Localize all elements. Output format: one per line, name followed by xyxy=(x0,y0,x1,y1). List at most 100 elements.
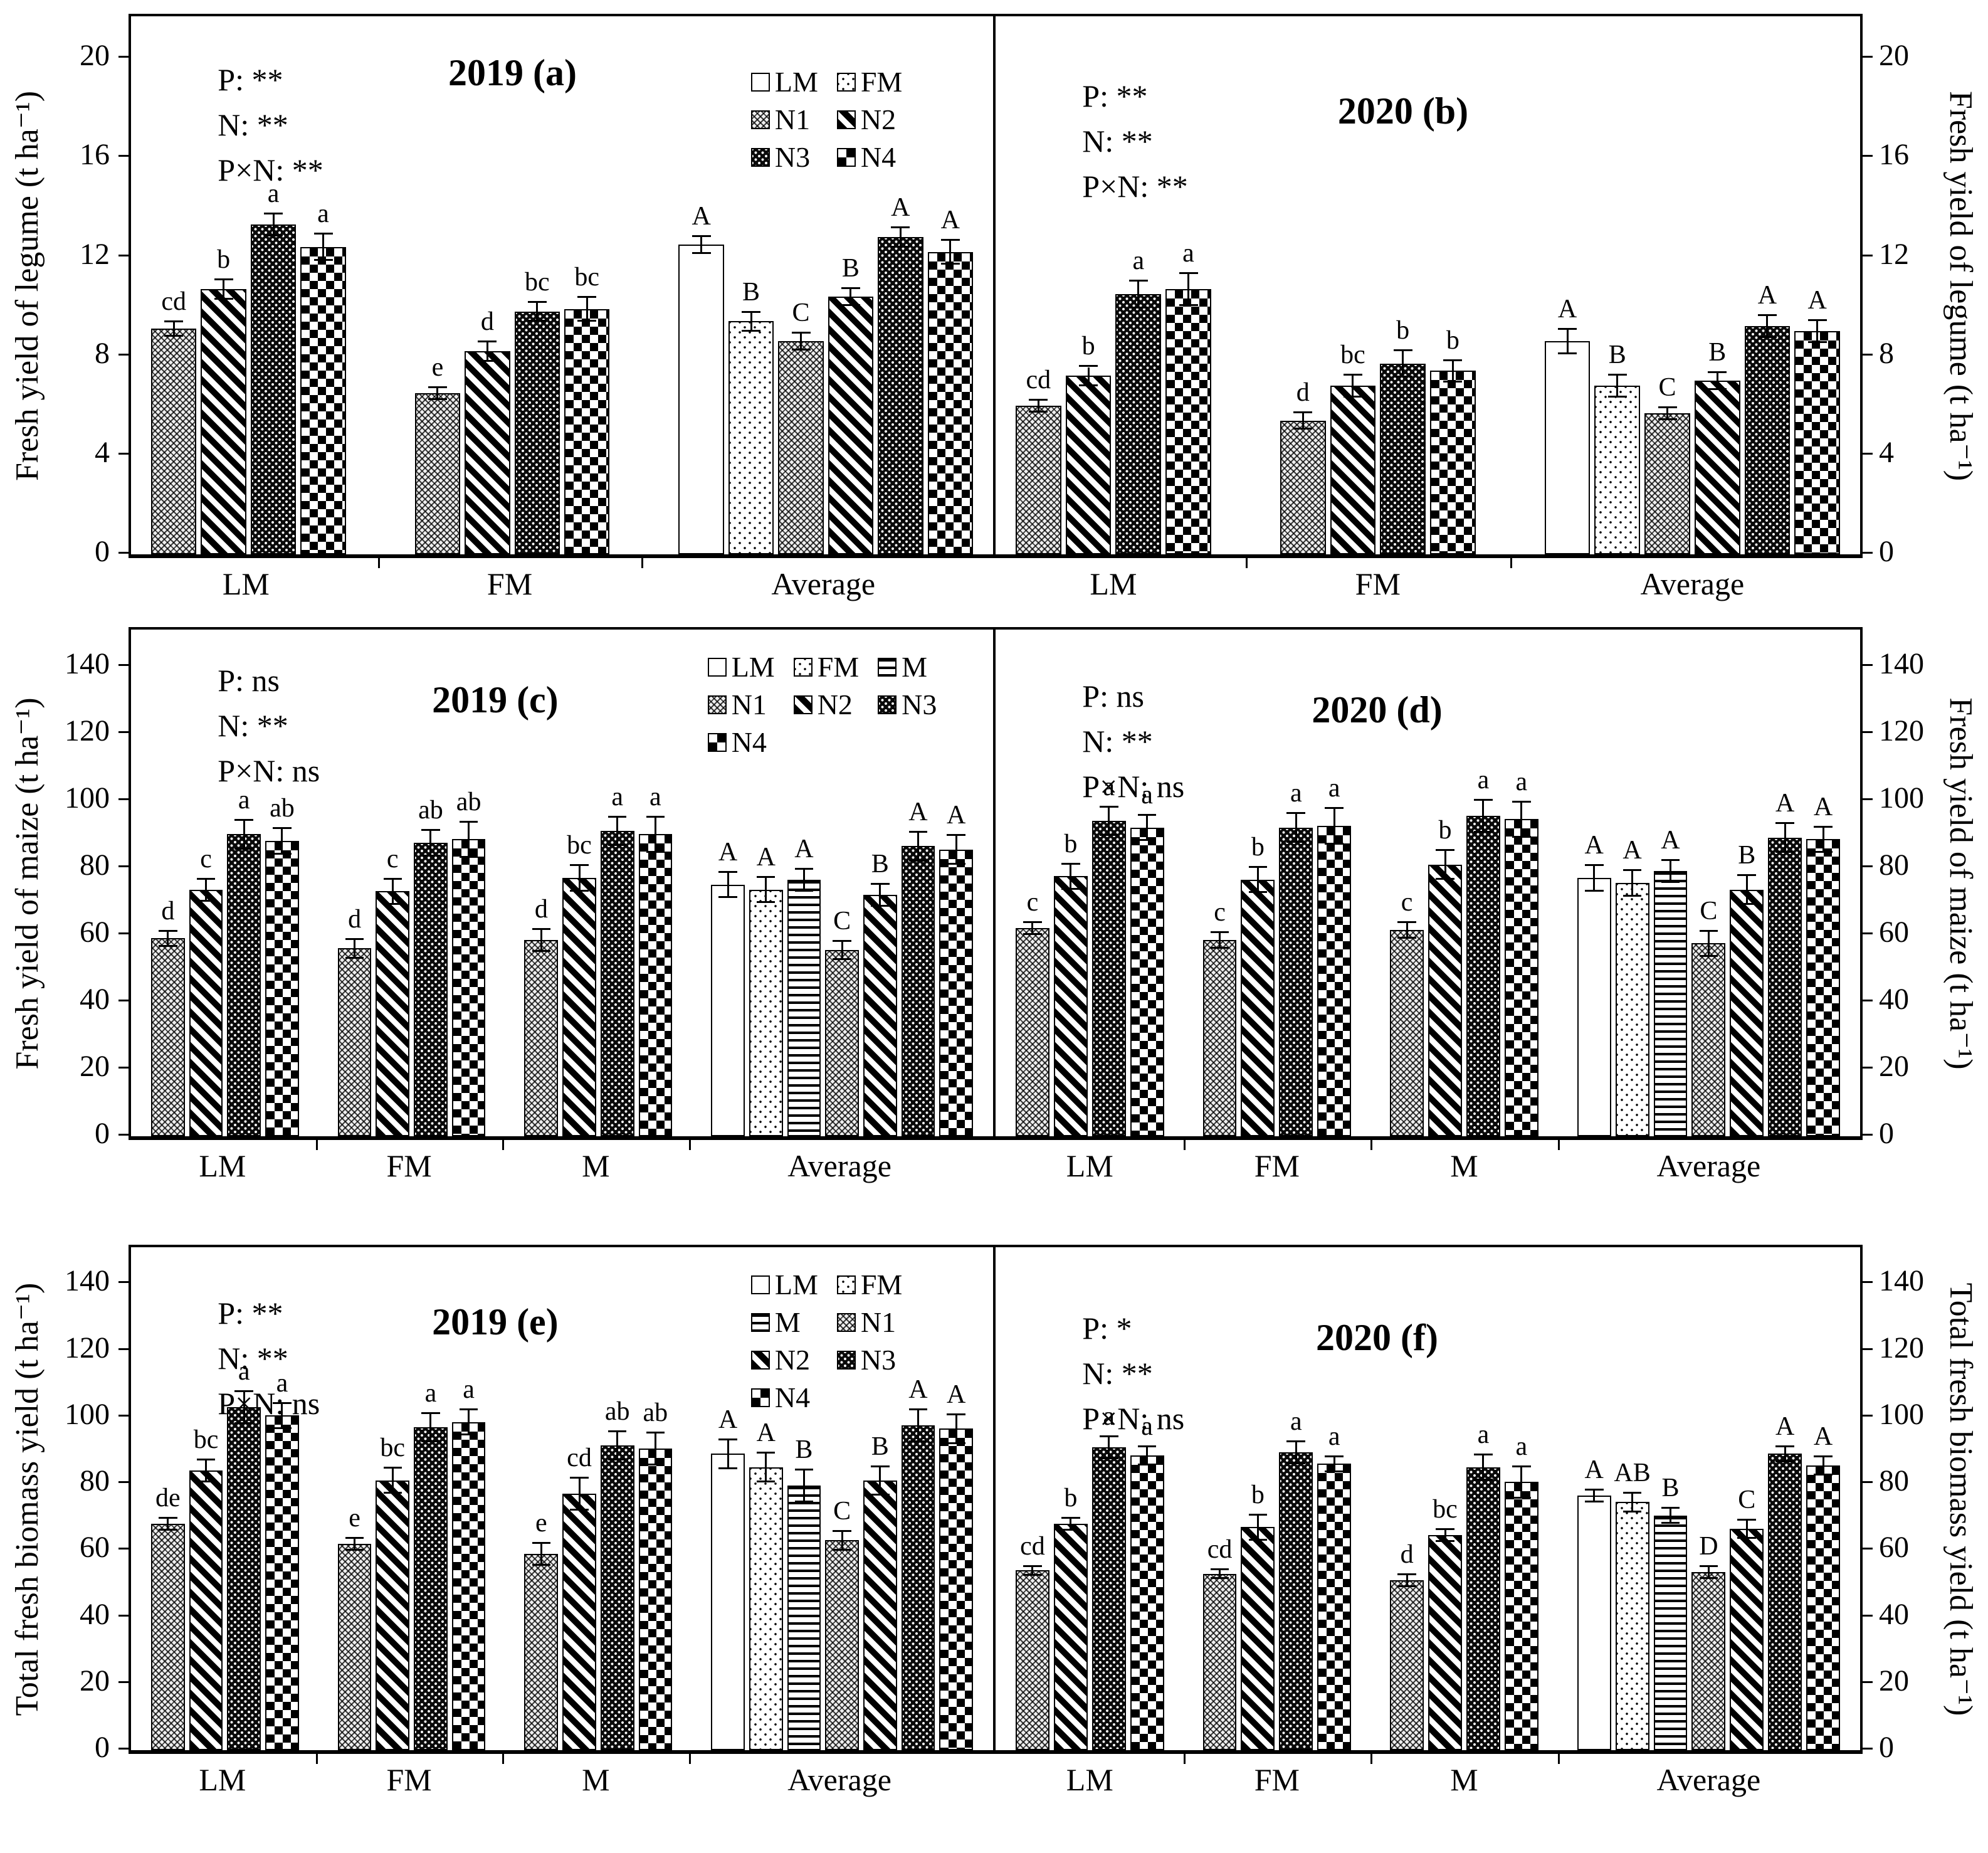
error-bar xyxy=(1108,807,1110,835)
x-group-label: LM xyxy=(1090,566,1137,601)
error-bar xyxy=(167,931,169,945)
bar-a-Average-N1 xyxy=(778,341,824,554)
error-bar xyxy=(1784,824,1786,852)
y-tick-mark xyxy=(1863,1681,1873,1683)
y-tick-mark xyxy=(1863,865,1873,867)
significance-letter: a xyxy=(1182,239,1194,268)
error-bar-cap xyxy=(1807,319,1827,322)
significance-letter: B xyxy=(871,849,889,879)
y-tick-label: 120 xyxy=(1879,714,1924,747)
error-bar-cap xyxy=(1393,349,1412,351)
stats-line: P×N: ns xyxy=(218,1386,320,1422)
y-tick-mark xyxy=(1863,1548,1873,1550)
bar-c-FM-N4 xyxy=(451,839,486,1136)
error-bar xyxy=(654,817,656,852)
bar-e-FM-N3 xyxy=(414,1427,448,1750)
error-bar-cap xyxy=(646,1464,665,1466)
error-bar xyxy=(1745,1520,1748,1538)
bar-b-LM-N1 xyxy=(1016,405,1061,554)
significance-letter: AB xyxy=(1614,1459,1651,1488)
legend-item-LM: LM xyxy=(707,652,775,682)
significance-letter: a xyxy=(1141,1412,1153,1441)
y-tick-label: 120 xyxy=(65,714,110,747)
panel-title-e: 2019 (e) xyxy=(432,1301,559,1343)
legend-swatch-N4-icon xyxy=(750,1388,770,1407)
legend-label: N1 xyxy=(731,688,767,721)
bar-e-LM-N2 xyxy=(189,1470,223,1750)
significance-letter: a xyxy=(1103,1402,1115,1431)
bar-d-M-N1 xyxy=(1390,929,1424,1136)
legend-item-N4: N4 xyxy=(836,143,902,172)
error-bar-cap xyxy=(421,854,440,857)
y-tick-mark xyxy=(1863,1748,1873,1750)
error-bar-cap xyxy=(908,1408,928,1411)
error-bar xyxy=(800,334,802,349)
y-tick-mark xyxy=(118,254,129,256)
y-tick-label: 4 xyxy=(1879,435,1894,469)
error-bar-cap xyxy=(1210,1576,1229,1579)
error-bar-cap xyxy=(1622,894,1642,897)
error-bar xyxy=(1146,815,1149,840)
significance-letter: b xyxy=(1396,315,1410,345)
error-bar xyxy=(1295,814,1297,842)
y-tick-label: 40 xyxy=(80,1597,110,1631)
error-bar xyxy=(1816,321,1819,341)
bar-a-LM-N4 xyxy=(300,246,346,554)
error-bar-cap xyxy=(459,820,478,823)
bar-e-M-N4 xyxy=(638,1449,673,1750)
significance-letter: A xyxy=(1584,1455,1604,1484)
significance-letter: b xyxy=(1446,325,1459,355)
error-bar-cap xyxy=(570,889,589,892)
error-bar-cap xyxy=(833,1530,851,1533)
significance-letter: b xyxy=(1251,1480,1265,1509)
error-bar xyxy=(540,1543,542,1564)
error-bar-cap xyxy=(1814,825,1833,828)
significance-letter: A xyxy=(1775,1412,1795,1441)
error-bar-cap xyxy=(273,1427,292,1429)
bar-c-FM-N3 xyxy=(414,842,448,1136)
error-bar-cap xyxy=(264,234,283,236)
bar-b-Average-N2 xyxy=(1694,381,1740,554)
error-bar-cap xyxy=(1607,374,1627,376)
x-group-label: FM xyxy=(386,1148,432,1183)
error-bar-cap xyxy=(1286,812,1306,815)
error-bar-cap xyxy=(577,295,597,298)
error-bar-cap xyxy=(1436,849,1454,852)
significance-letter: A xyxy=(692,201,711,231)
significance-letter: bc xyxy=(567,831,592,860)
error-bar-cap xyxy=(570,1477,589,1479)
legend-label: FM xyxy=(860,1268,903,1301)
error-bar xyxy=(1108,1437,1110,1457)
error-bar-cap xyxy=(1607,395,1627,398)
stats-line: P×N: ** xyxy=(1082,169,1188,204)
legend-c: LM FM M N1 N2 N3 N4 xyxy=(707,652,937,757)
y-tick-label: 0 xyxy=(95,535,110,568)
significance-letter: A xyxy=(1622,836,1642,865)
y-tick-mark xyxy=(118,1066,129,1069)
significance-letter: e xyxy=(535,1508,547,1538)
legend-swatch-N1-icon xyxy=(836,1312,856,1332)
stats-line: N: ** xyxy=(1082,1356,1153,1391)
error-bar-cap xyxy=(532,1541,551,1544)
y-tick-label: 8 xyxy=(1879,336,1894,370)
error-bar-cap xyxy=(1737,903,1757,905)
significance-letter: b xyxy=(217,245,231,275)
stats-line: P×N: ns xyxy=(218,752,320,788)
y-tick-mark xyxy=(118,552,129,554)
error-bar-cap xyxy=(1286,1462,1306,1464)
bar-d-FM-N2 xyxy=(1241,879,1275,1136)
error-bar xyxy=(955,1415,957,1442)
significance-letter: ab xyxy=(604,1396,630,1426)
error-bar xyxy=(486,342,488,360)
error-bar-cap xyxy=(1699,955,1718,958)
bar-a-FM-N3 xyxy=(514,311,560,554)
significance-letter: bc xyxy=(1433,1495,1458,1524)
legend-swatch-FM-icon xyxy=(836,73,856,92)
x-group-label: LM xyxy=(1066,1148,1113,1183)
stats-text-f: P: * N: ** P×N: ns xyxy=(1082,1306,1184,1441)
significance-letter: bc xyxy=(1340,341,1365,370)
error-bar-cap xyxy=(1023,1573,1042,1576)
bar-c-Average-FM xyxy=(749,889,783,1136)
y-tick-mark xyxy=(1863,798,1873,800)
bar-f-LM-N4 xyxy=(1130,1455,1164,1750)
